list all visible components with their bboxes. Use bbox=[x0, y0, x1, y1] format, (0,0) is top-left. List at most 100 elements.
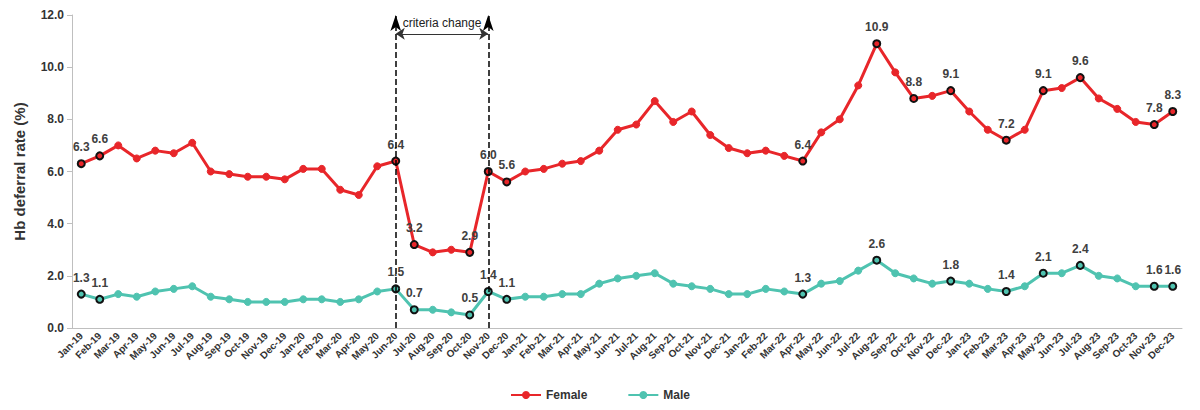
svg-text:1.6: 1.6 bbox=[1164, 263, 1181, 277]
svg-text:0.5: 0.5 bbox=[461, 291, 478, 305]
svg-text:Apr-19: Apr-19 bbox=[110, 330, 141, 361]
svg-text:Feb-23: Feb-23 bbox=[961, 330, 992, 361]
svg-text:Mar-22: Mar-22 bbox=[757, 330, 789, 361]
svg-text:1.1: 1.1 bbox=[498, 276, 515, 290]
svg-text:May-21: May-21 bbox=[571, 330, 604, 362]
svg-text:Jan-23: Jan-23 bbox=[943, 330, 974, 361]
svg-text:Nov-21: Nov-21 bbox=[682, 330, 715, 362]
svg-text:1.1: 1.1 bbox=[91, 276, 108, 290]
svg-text:Feb-20: Feb-20 bbox=[295, 330, 326, 361]
svg-text:9.1: 9.1 bbox=[1035, 67, 1052, 81]
svg-text:6.6: 6.6 bbox=[91, 132, 108, 146]
svg-text:Jul-22: Jul-22 bbox=[834, 330, 863, 359]
svg-text:Sep-21: Sep-21 bbox=[646, 330, 678, 361]
svg-text:Nov-22: Nov-22 bbox=[904, 330, 937, 362]
svg-text:May-19: May-19 bbox=[127, 330, 160, 362]
svg-text:May-22: May-22 bbox=[793, 330, 826, 362]
svg-text:Dec-21: Dec-21 bbox=[701, 330, 733, 361]
svg-text:Female: Female bbox=[546, 388, 588, 402]
svg-text:6.3: 6.3 bbox=[73, 140, 90, 154]
svg-text:Aug-22: Aug-22 bbox=[848, 330, 881, 362]
svg-text:6.4: 6.4 bbox=[387, 137, 405, 152]
svg-text:Apr-22: Apr-22 bbox=[776, 330, 807, 361]
svg-text:Jan-22: Jan-22 bbox=[721, 330, 752, 361]
svg-text:1.3: 1.3 bbox=[794, 271, 811, 285]
svg-text:Dec-22: Dec-22 bbox=[923, 330, 955, 361]
svg-text:1.5: 1.5 bbox=[387, 265, 405, 280]
svg-text:Dec-20: Dec-20 bbox=[479, 330, 511, 361]
svg-text:2.6: 2.6 bbox=[868, 237, 885, 251]
svg-text:Mar-19: Mar-19 bbox=[91, 330, 123, 361]
svg-text:Jun-22: Jun-22 bbox=[813, 330, 844, 361]
svg-text:2.9: 2.9 bbox=[461, 229, 478, 243]
svg-text:Nov-20: Nov-20 bbox=[460, 330, 493, 362]
svg-text:Mar-20: Mar-20 bbox=[313, 330, 345, 361]
svg-text:Jul-20: Jul-20 bbox=[390, 330, 419, 359]
svg-text:Sep-20: Sep-20 bbox=[424, 330, 456, 361]
svg-text:8.8: 8.8 bbox=[905, 75, 922, 89]
svg-text:Sep-22: Sep-22 bbox=[868, 330, 900, 361]
svg-text:Dec-19: Dec-19 bbox=[257, 330, 289, 361]
svg-text:Feb-19: Feb-19 bbox=[73, 330, 104, 361]
svg-text:Hb deferral rate (%): Hb deferral rate (%) bbox=[11, 102, 28, 240]
svg-text:Jul-21: Jul-21 bbox=[612, 330, 641, 359]
svg-text:Jan-20: Jan-20 bbox=[277, 330, 308, 361]
svg-text:8.3: 8.3 bbox=[1164, 88, 1181, 102]
svg-text:Oct-19: Oct-19 bbox=[221, 330, 252, 360]
svg-text:Mar-23: Mar-23 bbox=[979, 330, 1011, 361]
svg-text:Feb-22: Feb-22 bbox=[739, 330, 770, 361]
svg-text:0.0: 0.0 bbox=[47, 321, 64, 335]
svg-text:Apr-23: Apr-23 bbox=[998, 330, 1029, 361]
svg-text:6.0: 6.0 bbox=[47, 165, 64, 179]
svg-text:2.1: 2.1 bbox=[1035, 250, 1052, 264]
svg-text:Sep-23: Sep-23 bbox=[1090, 330, 1122, 361]
svg-text:Oct-20: Oct-20 bbox=[443, 330, 474, 360]
svg-text:Sep-19: Sep-19 bbox=[202, 330, 234, 361]
svg-text:1.8: 1.8 bbox=[942, 258, 959, 272]
svg-text:1.4: 1.4 bbox=[998, 268, 1015, 282]
svg-text:8.0: 8.0 bbox=[47, 112, 64, 126]
svg-text:7.2: 7.2 bbox=[998, 117, 1015, 131]
svg-text:Feb-21: Feb-21 bbox=[517, 330, 548, 361]
svg-text:Oct-23: Oct-23 bbox=[1109, 330, 1140, 360]
svg-text:Dec-23: Dec-23 bbox=[1146, 330, 1177, 361]
svg-text:1.3: 1.3 bbox=[73, 271, 90, 285]
svg-text:Oct-22: Oct-22 bbox=[887, 330, 918, 360]
svg-text:Mar-21: Mar-21 bbox=[535, 330, 567, 361]
svg-text:2.4: 2.4 bbox=[1072, 242, 1089, 256]
svg-text:Jul-19: Jul-19 bbox=[168, 330, 197, 359]
svg-text:Nov-23: Nov-23 bbox=[1126, 330, 1159, 362]
svg-text:Jun-20: Jun-20 bbox=[369, 330, 400, 361]
svg-text:criteria change: criteria change bbox=[403, 16, 482, 30]
svg-text:4.0: 4.0 bbox=[47, 217, 64, 231]
svg-text:5.6: 5.6 bbox=[498, 158, 515, 172]
svg-text:1.6: 1.6 bbox=[1146, 263, 1163, 277]
svg-text:May-20: May-20 bbox=[349, 330, 382, 362]
svg-text:Jun-19: Jun-19 bbox=[147, 330, 178, 361]
svg-text:9.6: 9.6 bbox=[1072, 54, 1089, 68]
svg-text:10.9: 10.9 bbox=[865, 20, 889, 34]
svg-text:Oct-21: Oct-21 bbox=[665, 330, 696, 360]
svg-text:Aug-23: Aug-23 bbox=[1070, 330, 1103, 362]
svg-text:Jan-21: Jan-21 bbox=[499, 330, 530, 361]
svg-text:6.4: 6.4 bbox=[794, 138, 811, 152]
svg-text:Jun-21: Jun-21 bbox=[591, 330, 622, 361]
svg-text:May-23: May-23 bbox=[1015, 330, 1048, 362]
svg-text:2.0: 2.0 bbox=[47, 269, 64, 283]
svg-text:9.1: 9.1 bbox=[942, 67, 959, 81]
svg-text:Apr-20: Apr-20 bbox=[332, 330, 363, 361]
svg-text:Jul-23: Jul-23 bbox=[1056, 330, 1085, 359]
svg-text:Aug-19: Aug-19 bbox=[182, 330, 215, 362]
svg-text:0.7: 0.7 bbox=[406, 286, 423, 300]
svg-text:Aug-20: Aug-20 bbox=[404, 330, 437, 362]
svg-text:12.0: 12.0 bbox=[41, 8, 65, 22]
svg-text:Jun-23: Jun-23 bbox=[1035, 330, 1066, 361]
svg-text:Aug-21: Aug-21 bbox=[626, 330, 659, 362]
svg-text:Jan-19: Jan-19 bbox=[55, 330, 86, 361]
svg-text:Male: Male bbox=[663, 388, 690, 402]
svg-text:Apr-21: Apr-21 bbox=[554, 330, 585, 361]
svg-text:3.2: 3.2 bbox=[406, 221, 423, 235]
svg-text:Nov-19: Nov-19 bbox=[238, 330, 271, 362]
svg-text:7.8: 7.8 bbox=[1146, 101, 1163, 115]
svg-text:10.0: 10.0 bbox=[41, 60, 65, 74]
